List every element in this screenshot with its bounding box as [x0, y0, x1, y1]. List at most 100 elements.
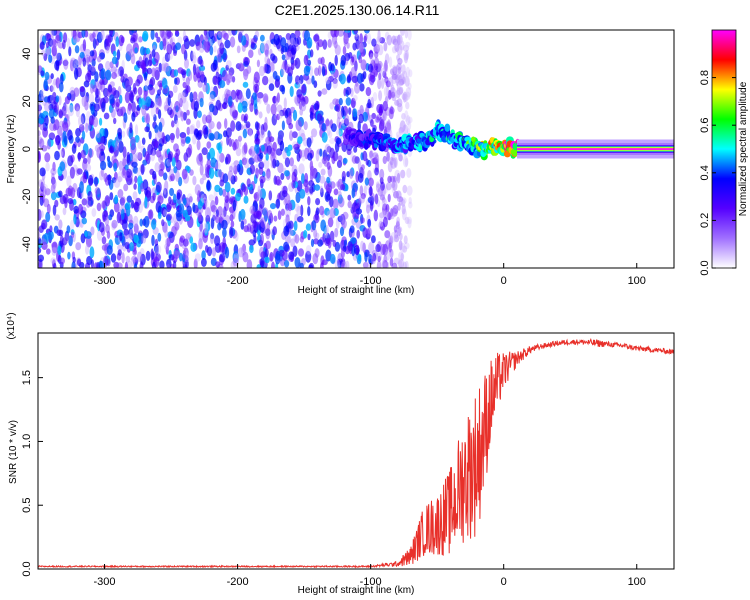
- spectrogram-cell: [188, 196, 193, 203]
- spectrogram-cell: [139, 248, 145, 256]
- spectrogram-cell: [90, 105, 95, 115]
- spectrogram-cell: [137, 152, 143, 162]
- spectrogram-cell: [189, 236, 194, 244]
- spectrogram-cell: [210, 200, 216, 212]
- spectrogram-cell: [291, 180, 296, 189]
- spectrogram-cell: [249, 164, 256, 175]
- spectrogram-cell: [155, 244, 162, 255]
- spectrogram-cell: [229, 36, 236, 48]
- spectrogram-cell: [316, 41, 320, 51]
- spectrogram-cell: [303, 229, 308, 239]
- colorbar-tick-label: 0.4: [699, 165, 711, 180]
- spectrogram-cell: [289, 130, 294, 142]
- spectrogram-cell: [141, 110, 147, 119]
- spectrogram-cell: [264, 256, 270, 264]
- spectrogram-cell: [128, 222, 134, 229]
- spectrogram-cell: [222, 188, 227, 197]
- spectrogram-cell: [85, 92, 90, 103]
- spectrogram-cell: [258, 98, 262, 105]
- spectrogram-cell: [154, 32, 159, 39]
- spectrogram-cell: [243, 195, 249, 204]
- spectrogram-cell: [158, 154, 164, 164]
- spectrogram-cell: [320, 262, 324, 268]
- spectrogram-cell: [390, 91, 396, 99]
- spectrogram-cell: [110, 66, 117, 73]
- spectrogram-cell: [161, 219, 165, 227]
- spectrogram-cell: [285, 214, 290, 226]
- spectrogram-cell: [214, 161, 221, 170]
- spectrogram-cell: [72, 30, 77, 40]
- spectrogram-cell: [139, 261, 144, 268]
- spectrogram-cell: [61, 119, 69, 129]
- spectrogram-cell: [190, 242, 197, 252]
- spectrogram-cell: [393, 35, 399, 47]
- spectrogram-cell: [392, 204, 399, 215]
- spectrogram-cell: [124, 78, 130, 88]
- spectrogram-cell: [193, 71, 198, 83]
- spectrogram-cell: [280, 208, 285, 216]
- spectrogram-cell: [272, 96, 277, 104]
- spectrogram-cell: [109, 145, 115, 154]
- spectrogram-cell: [118, 66, 125, 77]
- spectrogram-cell: [131, 256, 136, 267]
- spectrogram-cell: [391, 183, 396, 194]
- spectrogram-cell: [241, 100, 248, 109]
- spectrogram-cell: [182, 81, 187, 89]
- spectrogram-cell: [144, 196, 148, 209]
- spectrogram-cell: [79, 181, 84, 194]
- spectrogram-cell: [376, 260, 382, 268]
- spectrogram-cell: [364, 251, 368, 263]
- spectrogram-cell: [50, 167, 57, 176]
- spectrogram-cell: [292, 109, 298, 122]
- spectrogram-cell: [186, 126, 191, 136]
- spectrogram-cell: [38, 151, 41, 163]
- spectrogram-cell: [343, 114, 350, 125]
- spectrogram-cell: [253, 191, 260, 202]
- spectrogram-cell: [353, 30, 358, 35]
- spectrogram-cell: [104, 195, 111, 207]
- spectrogram-cell: [69, 86, 76, 95]
- spectrogram-cell: [383, 41, 388, 52]
- spectrogram-y-label: Frequency (Hz): [6, 115, 17, 184]
- spectrogram-cell: [206, 179, 211, 191]
- spectrogram-cell: [335, 103, 341, 113]
- spectrogram-cell: [113, 117, 117, 125]
- spectrogram-cell: [254, 138, 261, 145]
- spectrogram-cell: [107, 159, 111, 168]
- spectrogram-cell: [55, 77, 61, 89]
- spectrogram-cell: [393, 204, 398, 212]
- spectrogram-cell: [159, 40, 164, 51]
- spectrogram-cell: [71, 143, 77, 154]
- spectrogram-cell: [197, 190, 201, 202]
- spectrogram-cell: [391, 73, 398, 80]
- spectrogram-cell: [259, 152, 264, 160]
- spectrogram-cell: [318, 205, 325, 216]
- spectrogram-cell: [344, 184, 349, 192]
- spectrogram-cell: [204, 229, 208, 236]
- spectrogram-cell: [354, 82, 361, 94]
- spectrogram-cell: [268, 190, 273, 201]
- spectrogram-cell: [167, 153, 172, 163]
- spectrogram-cell: [216, 34, 222, 41]
- spectrogram-cell: [224, 181, 231, 193]
- spectrogram-cell: [258, 167, 264, 175]
- spectrogram-cell: [75, 106, 80, 118]
- spectrogram-cell: [284, 109, 289, 119]
- spectrogram-cell: [148, 130, 152, 140]
- spectrogram-cell: [152, 192, 156, 201]
- spectrogram-cell: [404, 75, 410, 88]
- x-tick-label: -200: [227, 576, 249, 588]
- spectrogram-cell: [217, 206, 223, 216]
- spectrogram-cell: [111, 56, 118, 65]
- spectrogram-cell: [160, 161, 165, 171]
- spectrogram-cell: [103, 255, 109, 268]
- spectrogram-cell: [66, 175, 72, 188]
- spectrogram-cell: [163, 172, 168, 181]
- spectrogram-cell: [370, 96, 374, 109]
- spectrogram-cell: [401, 93, 407, 100]
- spectrogram-cell: [253, 154, 260, 163]
- spectrogram-cell: [110, 108, 116, 118]
- spectrogram-cell: [270, 61, 275, 72]
- spectrogram-cell: [298, 103, 303, 110]
- spectrogram-cell: [360, 59, 367, 71]
